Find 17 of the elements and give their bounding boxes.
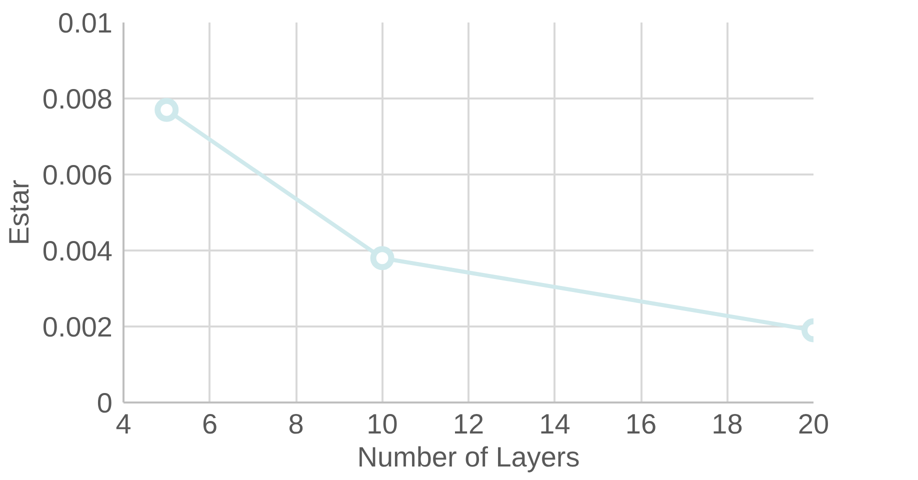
y-tick-label: 0.004 — [42, 236, 113, 266]
y-axis-title: Estar — [3, 180, 34, 246]
x-tick-label: 16 — [625, 408, 657, 440]
y-tick-label: 0 — [96, 388, 113, 418]
x-tick-label: 8 — [288, 408, 304, 440]
x-axis-title: Number of Layers — [357, 442, 580, 472]
y-tick-label: 0.002 — [42, 312, 113, 342]
y-tick-label: 0.006 — [42, 160, 113, 190]
x-tick-label: 14 — [539, 408, 570, 440]
x-tick-label: 12 — [452, 408, 484, 440]
x-tick-label: 18 — [712, 408, 743, 440]
x-tick-label: 4 — [116, 408, 132, 440]
x-tick-label: 10 — [366, 408, 398, 440]
y-tick-label: 0.008 — [42, 84, 113, 114]
x-tick-label: 20 — [798, 408, 830, 440]
x-tick-label: 6 — [202, 408, 218, 440]
y-tick-label: 0.01 — [58, 8, 113, 38]
